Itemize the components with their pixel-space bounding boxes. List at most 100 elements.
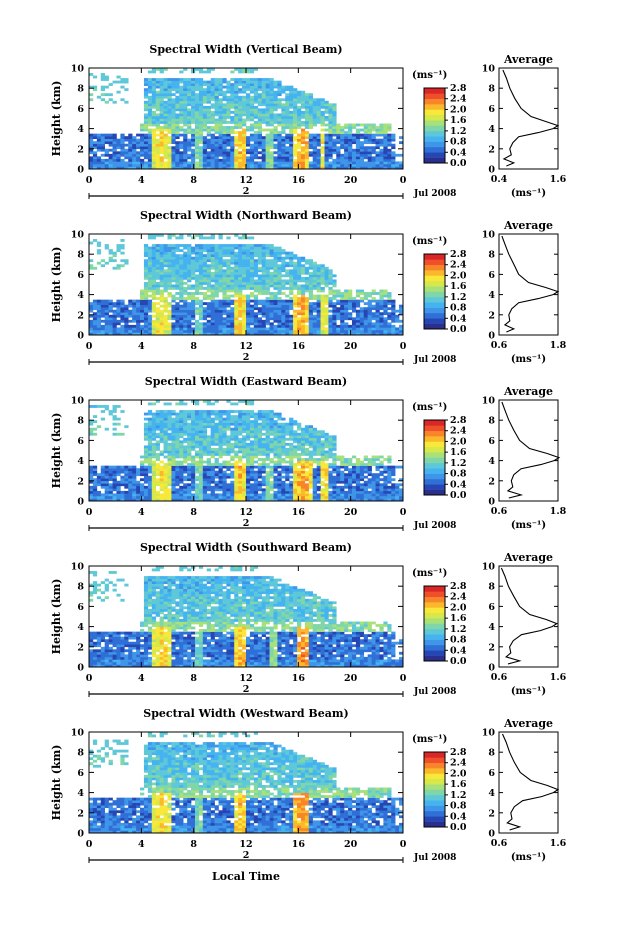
heatmap-cell <box>140 158 145 162</box>
heatmap-cell <box>300 128 306 132</box>
heatmap-cell <box>379 126 384 129</box>
heatmap-cell <box>222 269 227 273</box>
heatmap-cell <box>143 163 149 167</box>
heatmap-cell <box>363 156 368 160</box>
heatmap-cell <box>351 324 357 328</box>
heatmap-cell <box>96 405 102 408</box>
heatmap-cell <box>151 294 157 298</box>
heatmap-cell <box>108 93 113 97</box>
heatmap-cell <box>151 93 157 97</box>
heatmap-cell <box>375 317 380 321</box>
heatmap-cell <box>100 475 105 479</box>
heatmap-cell <box>312 284 317 288</box>
heatmap-cell <box>198 307 204 311</box>
heatmap-cell <box>155 98 160 102</box>
heatmap-cell <box>273 254 278 258</box>
heatmap-cell <box>391 329 396 333</box>
heatmap-cell <box>167 480 172 484</box>
heatmap-cell <box>175 274 180 278</box>
heatmap-cell <box>132 156 137 160</box>
heatmap-cell <box>324 312 329 316</box>
heatmap-cell <box>187 412 192 416</box>
heatmap-cell <box>92 427 98 431</box>
heatmap-cell <box>226 281 231 285</box>
heatmap-cell <box>167 453 172 456</box>
heatmap-cell <box>277 166 282 169</box>
heatmap-cell <box>332 302 337 305</box>
heatmap-cell <box>104 468 109 471</box>
heatmap-cell <box>246 251 251 255</box>
heatmap-cell <box>206 440 211 444</box>
heatmap-cell <box>116 153 121 157</box>
heatmap-cell <box>316 304 321 308</box>
heatmap-cell <box>257 244 262 247</box>
heatmap-cell <box>371 148 376 152</box>
heatmap-cell <box>320 161 325 165</box>
heatmap-cell <box>230 324 235 328</box>
heatmap-cell <box>147 422 153 426</box>
heatmap-cell <box>89 480 94 484</box>
heatmap-cell <box>238 156 243 160</box>
heatmap-cell <box>191 98 196 102</box>
heatmap-cell <box>355 309 361 313</box>
heatmap-cell <box>238 281 243 285</box>
heatmap-cell <box>277 271 282 275</box>
heatmap-cell <box>391 166 396 169</box>
heatmap-cell <box>281 108 286 112</box>
heatmap-cell <box>171 251 176 255</box>
heatmap-cell <box>336 138 341 142</box>
heatmap-cell <box>143 133 149 137</box>
heatmap-cell <box>265 121 270 124</box>
heatmap-cell <box>253 161 259 165</box>
heatmap-cell <box>175 304 180 308</box>
heatmap-cell <box>167 113 172 117</box>
heatmap-cell <box>175 136 180 139</box>
heatmap-cell <box>128 485 133 489</box>
heatmap-cell <box>234 279 239 283</box>
heatmap-cell <box>238 319 243 323</box>
heatmap-cell <box>269 324 274 328</box>
heatmap-cell <box>198 284 204 288</box>
heatmap-cell <box>191 417 196 421</box>
heatmap-cell <box>293 266 298 270</box>
colorbar-frame <box>423 253 446 330</box>
heatmap-cell <box>253 249 259 252</box>
heatmap-cell <box>387 161 392 165</box>
heatmap-cell <box>399 166 403 169</box>
heatmap-cell <box>383 153 388 157</box>
heatmap-cell <box>210 259 215 263</box>
heatmap-cell <box>191 302 196 305</box>
heatmap-cell <box>253 314 259 318</box>
heatmap-cell <box>151 138 157 142</box>
heatmap-cell <box>136 483 141 487</box>
heatmap-cell <box>191 415 196 418</box>
heatmap-cell <box>151 453 157 456</box>
heatmap-cell <box>359 329 365 333</box>
heatmap-cell <box>320 163 325 167</box>
heatmap-cell <box>206 83 211 86</box>
heatmap-cell <box>379 322 384 326</box>
heatmap-cell <box>171 88 176 92</box>
heatmap-cell <box>293 88 298 92</box>
heatmap-cell <box>163 118 168 122</box>
heatmap-cell <box>175 417 180 421</box>
heatmap-cell <box>198 128 204 132</box>
heatmap-cell <box>238 309 243 313</box>
heatmap-cell <box>132 309 137 313</box>
heatmap-cell <box>312 161 317 165</box>
heatmap-cell <box>218 314 223 318</box>
heatmap-cell <box>289 319 294 323</box>
heatmap-cell <box>340 126 345 129</box>
heatmap-cell <box>171 294 176 298</box>
heatmap-cell <box>159 166 164 169</box>
heatmap-cell <box>124 329 129 333</box>
heatmap-cell <box>206 435 211 439</box>
heatmap-cell <box>304 314 310 318</box>
heatmap-cell <box>399 329 403 333</box>
heatmap-cell <box>92 490 98 494</box>
heatmap-cell <box>312 113 317 117</box>
heatmap-cell <box>304 324 310 328</box>
heatmap-cell <box>320 327 325 331</box>
heatmap-cell <box>132 161 137 165</box>
heatmap-cell <box>96 307 102 311</box>
